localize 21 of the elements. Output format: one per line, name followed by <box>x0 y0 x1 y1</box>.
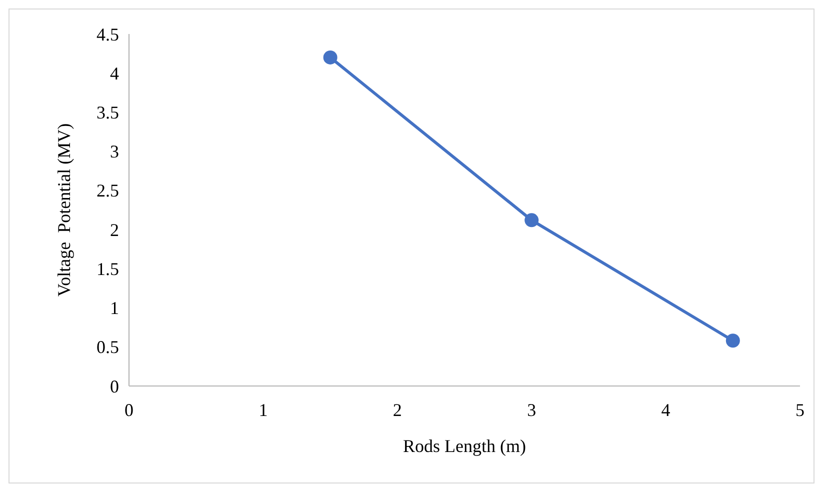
y-tick-label: 2 <box>110 220 119 240</box>
y-tick-label: 4 <box>110 63 119 84</box>
x-tick-label: 0 <box>124 400 134 420</box>
y-axis-title: Voltage Potential (MV) <box>54 123 74 297</box>
x-axis-title: Rods Length (m) <box>403 436 526 456</box>
y-tick-label: 0 <box>110 376 119 396</box>
point <box>524 213 539 228</box>
x-tick-label: 5 <box>796 400 804 420</box>
x-tick-label: 1 <box>258 400 268 420</box>
x-tick-label: 2 <box>392 400 402 420</box>
y-tick-label: 1.5 <box>96 258 119 279</box>
y-tick-label: 2.5 <box>96 180 119 201</box>
point <box>323 50 338 64</box>
y-tick-label: 1 <box>110 298 119 318</box>
x-tick-label: 4 <box>661 400 670 420</box>
x-tick-label: 3 <box>527 400 536 420</box>
y-tick-label: 0.5 <box>96 337 119 358</box>
y-tick-label: 4.5 <box>96 24 119 44</box>
point <box>726 334 740 348</box>
y-tick-label: 3 <box>110 142 119 162</box>
y-tick-label: 3.5 <box>96 102 119 123</box>
